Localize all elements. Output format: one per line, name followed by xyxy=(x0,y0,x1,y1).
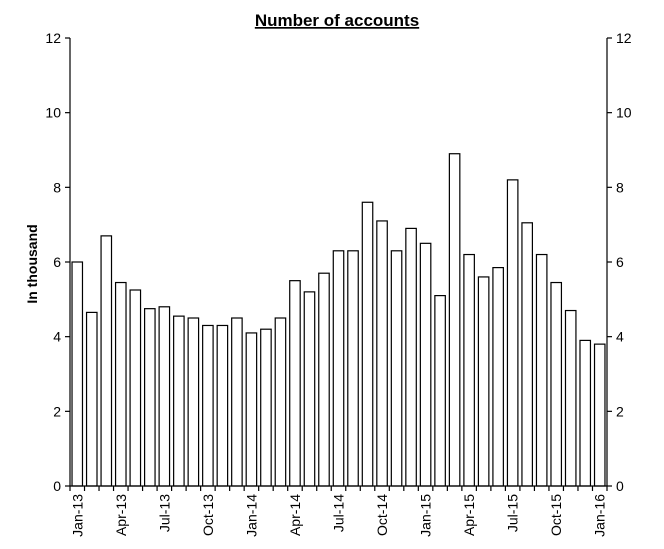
right-tick-label: 8 xyxy=(616,179,624,195)
bar xyxy=(289,280,301,487)
bar xyxy=(593,343,606,487)
left-tick-label: 10 xyxy=(45,105,61,121)
bar xyxy=(245,332,258,487)
bar xyxy=(376,220,388,487)
bar xyxy=(129,289,142,487)
left-tick-label: 8 xyxy=(53,179,61,195)
plot-area: 0 0 2 2 4 4 6 6 8 8 10 10 12 12 Jan-13 Apr-13 Jul-13 Oct-… xyxy=(45,30,631,537)
x-tick-label: Oct-15 xyxy=(548,494,564,536)
x-tick-label: Apr-14 xyxy=(287,494,303,536)
x-tick-label: Apr-15 xyxy=(461,494,477,536)
x-tick-label: Jan-14 xyxy=(243,494,259,537)
bar xyxy=(187,317,200,487)
right-tick-label: 4 xyxy=(616,329,624,345)
bar xyxy=(173,315,185,487)
bar xyxy=(535,253,548,487)
bar xyxy=(492,267,504,487)
bar xyxy=(405,227,417,487)
left-tick-label: 12 xyxy=(45,30,61,46)
bar xyxy=(579,339,592,487)
left-tick-label: 0 xyxy=(53,478,61,494)
bar xyxy=(477,276,490,487)
bar xyxy=(521,222,534,487)
x-tick-label: Apr-13 xyxy=(113,494,129,536)
right-tick-label: 12 xyxy=(616,30,632,46)
y-axis-label: In thousand xyxy=(24,224,40,303)
chart-title: Number of accounts xyxy=(255,11,419,30)
x-tick-label: Jul-15 xyxy=(505,494,521,532)
x-tick-label: Jul-14 xyxy=(331,494,347,532)
x-tick-label: Jan-16 xyxy=(592,494,608,537)
bar xyxy=(550,281,563,487)
left-tick-label: 6 xyxy=(53,254,61,270)
bar xyxy=(390,250,403,487)
bar xyxy=(71,261,84,487)
bar xyxy=(564,309,577,487)
bar xyxy=(448,153,461,487)
right-tick-label: 10 xyxy=(616,105,632,121)
x-tick-label: Jan-13 xyxy=(69,494,85,537)
bar xyxy=(506,179,519,487)
bar xyxy=(85,311,98,487)
bar xyxy=(100,235,113,487)
bar xyxy=(419,242,432,487)
right-tick-label: 0 xyxy=(616,478,624,494)
right-tick-label: 2 xyxy=(616,403,624,419)
bar xyxy=(216,324,229,487)
bar xyxy=(361,201,374,487)
left-tick-label: 2 xyxy=(53,403,61,419)
bar xyxy=(202,324,214,487)
bar xyxy=(303,291,316,487)
bar xyxy=(158,306,171,487)
bar xyxy=(231,317,243,487)
x-tick-label: Oct-14 xyxy=(374,494,390,536)
bar xyxy=(114,281,127,487)
bar xyxy=(260,328,272,487)
bar xyxy=(332,250,345,487)
right-tick-label: 6 xyxy=(616,254,624,270)
bar xyxy=(274,317,287,487)
bar xyxy=(434,295,446,487)
x-tick-label: Jan-15 xyxy=(418,494,434,537)
bar xyxy=(318,272,330,487)
x-tick-label: Oct-13 xyxy=(200,494,216,536)
bar xyxy=(347,250,359,487)
x-tick-label: Jul-13 xyxy=(156,494,172,532)
bar xyxy=(463,253,475,487)
left-tick-label: 4 xyxy=(53,329,61,345)
bar xyxy=(144,308,156,487)
